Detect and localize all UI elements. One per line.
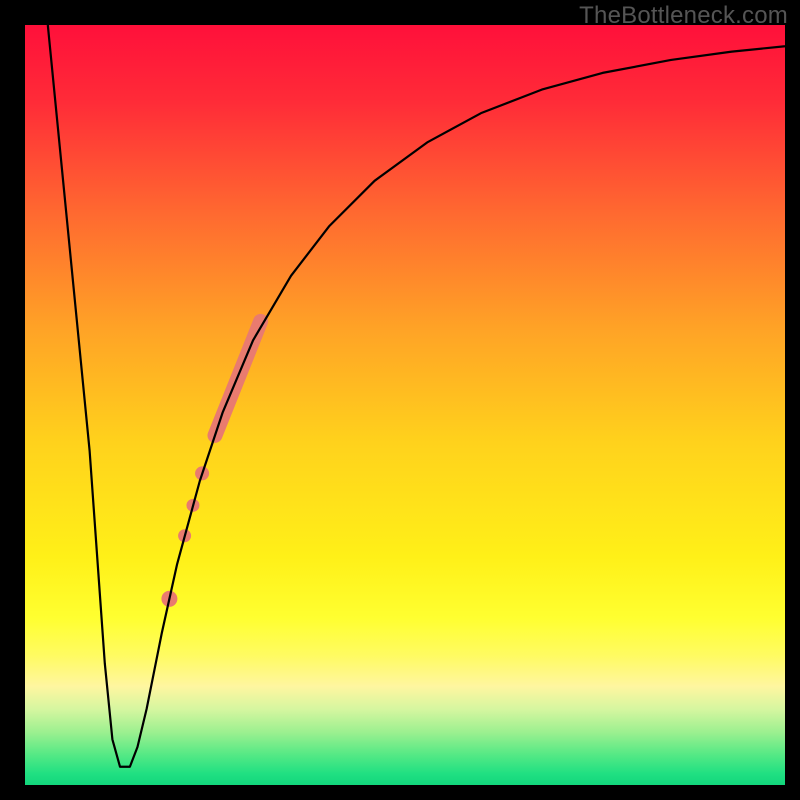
plot-area — [25, 25, 785, 785]
figure-container: TheBottleneck.com — [0, 0, 800, 800]
bottleneck-curve — [48, 25, 785, 767]
chart-overlay — [25, 25, 785, 785]
watermark-text: TheBottleneck.com — [579, 2, 788, 30]
